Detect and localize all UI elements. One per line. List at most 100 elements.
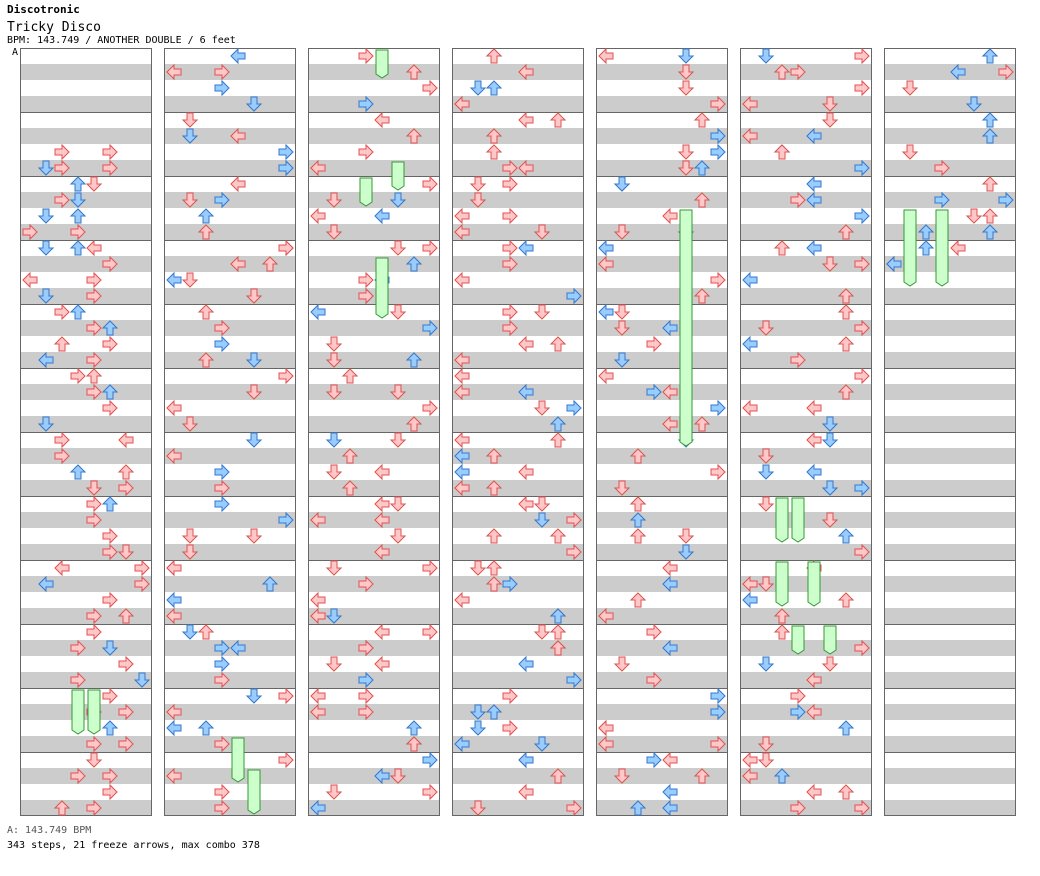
step-arrow bbox=[374, 207, 390, 225]
step-arrow bbox=[742, 95, 758, 113]
step-arrow bbox=[181, 416, 199, 432]
step-arrow bbox=[518, 335, 534, 353]
step-arrow bbox=[37, 160, 55, 176]
step-arrow bbox=[549, 336, 567, 352]
step-arrow bbox=[854, 47, 870, 65]
step-arrow bbox=[70, 367, 86, 385]
step-arrow bbox=[422, 623, 438, 641]
step-arrow bbox=[646, 623, 662, 641]
step-arrow bbox=[86, 495, 102, 513]
measure-divider bbox=[452, 112, 584, 113]
step-arrow bbox=[629, 592, 647, 608]
measure-divider bbox=[452, 368, 584, 369]
measure-divider bbox=[596, 560, 728, 561]
measure-divider bbox=[308, 112, 440, 113]
step-arrow bbox=[86, 623, 102, 641]
chart-column-2 bbox=[164, 48, 296, 816]
step-arrow bbox=[70, 639, 86, 657]
step-arrow bbox=[598, 367, 614, 385]
measure-divider bbox=[164, 176, 296, 177]
step-arrow bbox=[54, 159, 70, 177]
step-arrow bbox=[325, 224, 343, 240]
step-arrow bbox=[181, 624, 199, 640]
step-arrow bbox=[677, 144, 695, 160]
measure-divider bbox=[740, 432, 872, 433]
step-arrow bbox=[837, 720, 855, 736]
step-arrow bbox=[901, 80, 919, 96]
step-arrow bbox=[677, 160, 695, 176]
step-arrow bbox=[101, 640, 119, 656]
measure-divider bbox=[884, 368, 1016, 369]
step-arrow bbox=[790, 703, 806, 721]
step-arrow bbox=[485, 704, 503, 720]
step-arrow bbox=[102, 543, 118, 561]
measure-divider bbox=[740, 496, 872, 497]
measure-divider bbox=[884, 752, 1016, 753]
step-arrow bbox=[693, 160, 711, 176]
step-arrow bbox=[613, 320, 631, 336]
step-arrow bbox=[118, 703, 134, 721]
step-arrow bbox=[422, 175, 438, 193]
step-arrow bbox=[821, 512, 839, 528]
step-arrow bbox=[181, 128, 199, 144]
step-arrow bbox=[549, 416, 567, 432]
measure-divider bbox=[596, 432, 728, 433]
measure-divider bbox=[308, 624, 440, 625]
chart-column-6 bbox=[740, 48, 872, 816]
step-arrow bbox=[821, 416, 839, 432]
step-arrow bbox=[166, 271, 182, 289]
freeze-arrow bbox=[791, 497, 805, 543]
step-arrow bbox=[662, 575, 678, 593]
measure-divider bbox=[308, 240, 440, 241]
step-arrow bbox=[230, 127, 246, 145]
step-arrow bbox=[422, 79, 438, 97]
measure-divider bbox=[740, 304, 872, 305]
step-arrow bbox=[454, 367, 470, 385]
measure-divider bbox=[452, 752, 584, 753]
step-arrow bbox=[310, 687, 326, 705]
step-arrow bbox=[549, 640, 567, 656]
step-arrow bbox=[837, 288, 855, 304]
step-arrow bbox=[405, 256, 423, 272]
step-arrow bbox=[757, 320, 775, 336]
measure-divider bbox=[596, 688, 728, 689]
step-arrow bbox=[86, 799, 102, 817]
step-arrow bbox=[102, 255, 118, 273]
step-arrow bbox=[662, 559, 678, 577]
step-arrow bbox=[646, 383, 662, 401]
step-arrow bbox=[102, 591, 118, 609]
step-arrow bbox=[518, 463, 534, 481]
step-arrow bbox=[454, 479, 470, 497]
step-arrow bbox=[389, 496, 407, 512]
measure-divider bbox=[164, 624, 296, 625]
measure-divider bbox=[20, 688, 152, 689]
step-arrow bbox=[502, 207, 518, 225]
step-arrow bbox=[454, 223, 470, 241]
step-arrow bbox=[742, 575, 758, 593]
measure-divider bbox=[164, 112, 296, 113]
freeze-arrow bbox=[71, 689, 85, 735]
step-arrow bbox=[214, 655, 230, 673]
freeze-arrow bbox=[823, 625, 837, 655]
step-arrow bbox=[214, 191, 230, 209]
bpm-legend: A: 143.749 BPM bbox=[7, 825, 92, 836]
step-arrow bbox=[454, 735, 470, 753]
step-arrow bbox=[629, 496, 647, 512]
step-arrow bbox=[166, 447, 182, 465]
step-arrow bbox=[821, 96, 839, 112]
step-arrow bbox=[389, 432, 407, 448]
step-arrow bbox=[22, 223, 38, 241]
measure-divider bbox=[20, 752, 152, 753]
chart-column-3 bbox=[308, 48, 440, 816]
step-arrow bbox=[598, 239, 614, 257]
step-arrow bbox=[662, 415, 678, 433]
step-arrow bbox=[806, 783, 822, 801]
step-arrow bbox=[101, 496, 119, 512]
step-arrow bbox=[662, 783, 678, 801]
step-arrow bbox=[613, 656, 631, 672]
step-arrow bbox=[773, 768, 791, 784]
measure-divider bbox=[884, 432, 1016, 433]
step-arrow bbox=[389, 384, 407, 400]
step-arrow bbox=[166, 703, 182, 721]
freeze-arrow bbox=[375, 49, 389, 79]
